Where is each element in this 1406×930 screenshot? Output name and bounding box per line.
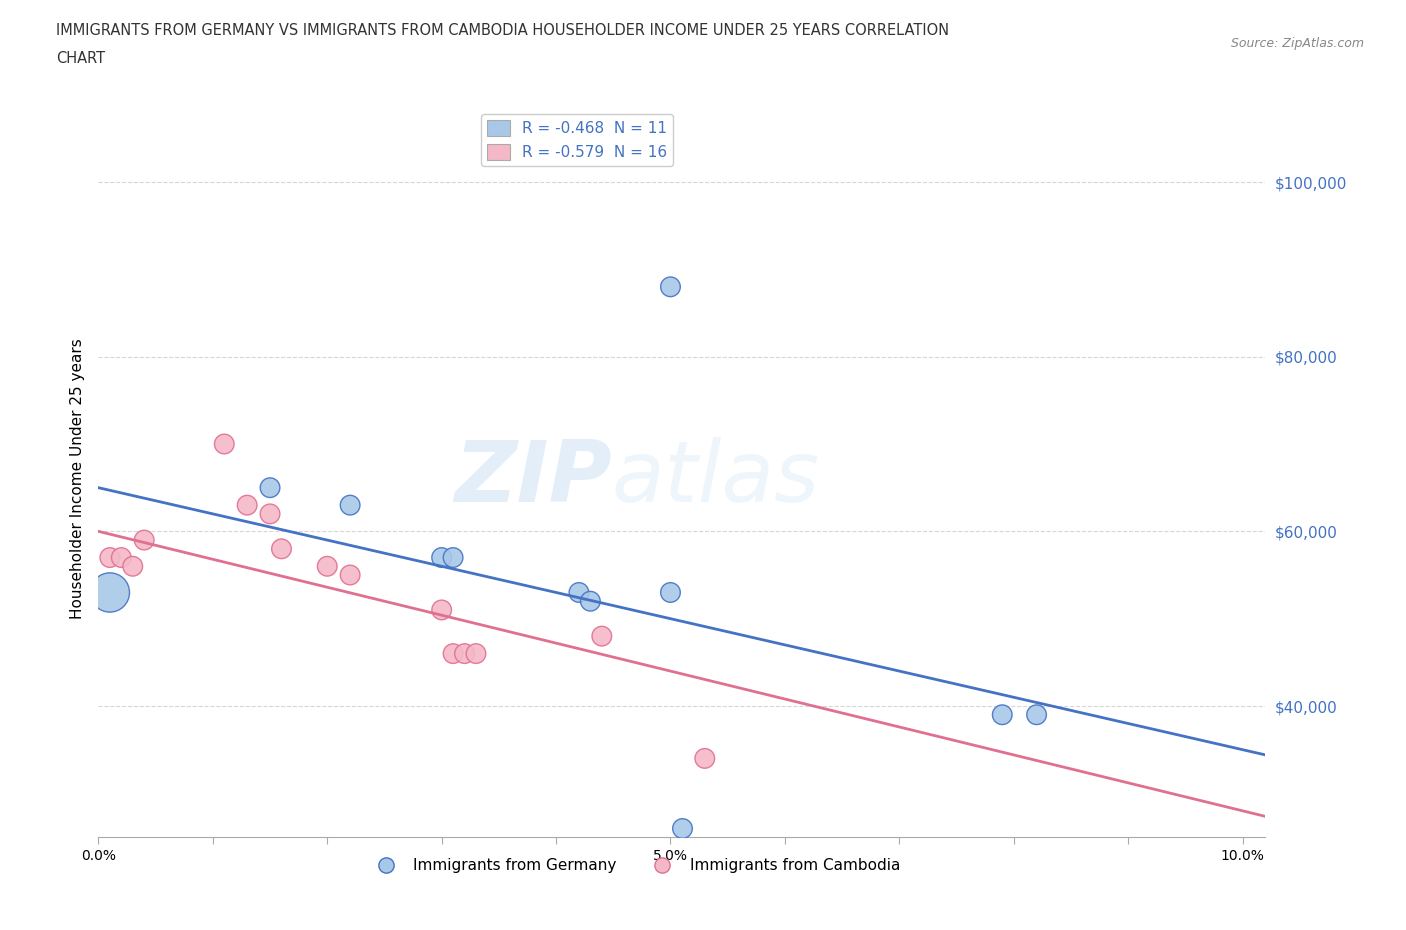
Point: [270, 541, 292, 556]
Point: [134, 533, 156, 548]
Point: [259, 480, 281, 495]
Text: ZIP: ZIP: [454, 437, 612, 521]
Text: IMMIGRANTS FROM GERMANY VS IMMIGRANTS FROM CAMBODIA HOUSEHOLDER INCOME UNDER 25 : IMMIGRANTS FROM GERMANY VS IMMIGRANTS FR…: [56, 23, 949, 38]
Point: [110, 551, 132, 565]
Point: [659, 585, 682, 600]
Point: [441, 646, 464, 661]
Point: [121, 559, 143, 574]
Point: [693, 751, 716, 765]
Point: [579, 593, 602, 608]
Point: [591, 629, 613, 644]
Legend: Immigrants from Germany, Immigrants from Cambodia: Immigrants from Germany, Immigrants from…: [364, 852, 907, 880]
Text: atlas: atlas: [612, 437, 820, 521]
Point: [236, 498, 259, 512]
Text: CHART: CHART: [56, 51, 105, 66]
Point: [568, 585, 591, 600]
Point: [1025, 708, 1047, 723]
Point: [671, 821, 693, 836]
Point: [98, 585, 121, 600]
Point: [316, 559, 339, 574]
Point: [339, 567, 361, 582]
Y-axis label: Householder Income Under 25 years: Householder Income Under 25 years: [69, 339, 84, 619]
Point: [259, 507, 281, 522]
Point: [991, 708, 1014, 723]
Point: [453, 646, 475, 661]
Point: [214, 436, 236, 451]
Point: [430, 551, 453, 565]
Point: [465, 646, 488, 661]
Point: [441, 551, 464, 565]
Point: [430, 603, 453, 618]
Text: Source: ZipAtlas.com: Source: ZipAtlas.com: [1230, 37, 1364, 50]
Point: [659, 279, 682, 294]
Point: [98, 551, 121, 565]
Point: [339, 498, 361, 512]
